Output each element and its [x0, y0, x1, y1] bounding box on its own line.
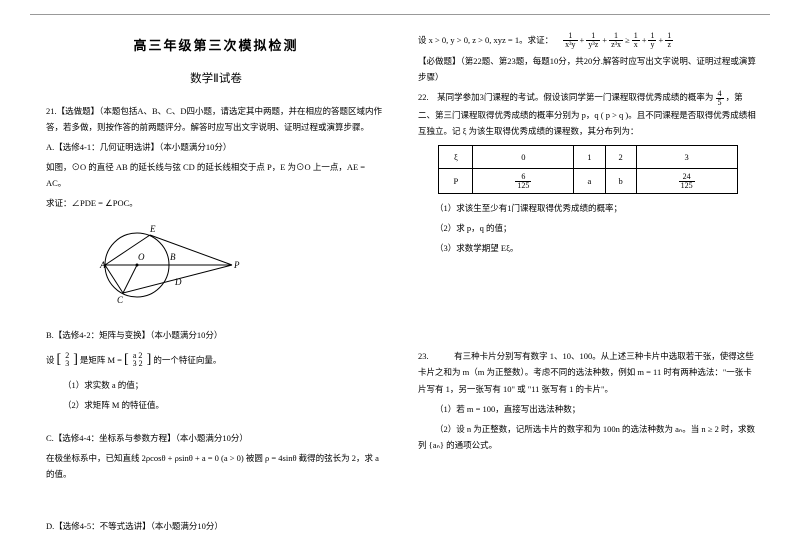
q22-frac: 45 — [716, 90, 724, 107]
td-p3: 24125 — [636, 169, 737, 194]
right-column: 设 x > 0, y > 0, z > 0, xyz = 1。求证： 1x³y … — [408, 18, 770, 542]
q22-sub1: （1）求该生至少有1门课程取得优秀成绩的概率； — [418, 200, 758, 216]
svg-text:P: P — [233, 260, 240, 270]
section-b-body: 设 [23] 是矩阵 M = [a 23 2] 的一个特征向量。 — [46, 347, 386, 374]
q22-body: 22. 某同学参加3门课程的考试。假设该同学第一门课程取得优秀成绩的概率为 45… — [418, 89, 758, 139]
section-d-head: D.【选修4-5：不等式选讲】（本小题满分10分） — [46, 518, 386, 534]
q23-body: 23. 有三种卡片分别写有数字 1、10、100。从上述三种卡片中选取若干张，使… — [418, 348, 758, 396]
th-2: 2 — [605, 146, 636, 169]
q22-sub3: （3）求数学期望 Eξ。 — [418, 240, 758, 256]
sec-b-mid: 是矩阵 M = — [80, 352, 122, 368]
q23-sub1: （1）若 m = 100，直接写出选法种数； — [418, 401, 758, 417]
table-row: ξ 0 1 2 3 — [439, 146, 737, 169]
section-b-q2: （2）求矩阵 M 的特征值。 — [46, 397, 386, 413]
section-a-line1: 如图，⊙O 的直径 AB 的延长线与弦 CD 的延长线相交于点 P，E 为⊙O … — [46, 159, 386, 191]
q23-sub2: （2）设 n 为正整数，记所选卡片的数字和为 100n 的选法种数为 aₙ。当 … — [418, 421, 758, 453]
q22-sub2: （2）求 p，q 的值； — [418, 220, 758, 236]
sec-b-post: 的一个特征向量。 — [153, 352, 221, 368]
sec-b-pre: 设 — [46, 352, 55, 368]
geometry-figure: A B P E C D O — [82, 215, 386, 320]
section-c-head: C.【选修4-4：坐标系与参数方程】（本小题满分10分） — [46, 430, 386, 446]
ineq-pre: 设 x > 0, y > 0, z > 0, xyz = 1。求证： — [418, 32, 553, 48]
th-xi: ξ — [439, 146, 473, 169]
section-a-head: A.【选修4-1：几何证明选讲】（本小题满分10分） — [46, 139, 386, 155]
svg-text:E: E — [149, 224, 156, 234]
distribution-table: ξ 0 1 2 3 P 6125 a b 24125 — [438, 145, 737, 194]
bixu-head: 【必做题】（第22题、第23题，每题10分，共20分.解答时应写出文字说明、证明… — [418, 53, 758, 85]
svg-text:A: A — [99, 260, 106, 270]
td-plabel: P — [439, 169, 473, 194]
section-b-head: B.【选修4-2：矩阵与变换】（本小题满分10分） — [46, 327, 386, 343]
page: 高三年级第三次模拟检测 数学Ⅱ试卷 21.【选做题】（本题包括A、B、C、D四小… — [0, 0, 800, 552]
section-c-body: 在极坐标系中，已知直线 2ρcosθ + ρsinθ + a = 0 (a > … — [46, 450, 386, 482]
td-p1: a — [574, 169, 605, 194]
q22-part1: 22. 某同学参加3门课程的考试。假设该同学第一门课程取得优秀成绩的概率为 — [418, 92, 713, 102]
th-0: 0 — [473, 146, 574, 169]
svg-text:B: B — [170, 252, 176, 262]
svg-text:O: O — [138, 252, 145, 262]
table-row: P 6125 a b 24125 — [439, 169, 737, 194]
q21-intro: 21.【选做题】（本题包括A、B、C、D四小题，请选定其中两题，并在相应的答题区… — [46, 103, 386, 135]
left-column: 高三年级第三次模拟检测 数学Ⅱ试卷 21.【选做题】（本题包括A、B、C、D四小… — [42, 18, 408, 542]
th-1: 1 — [574, 146, 605, 169]
th-3: 3 — [636, 146, 737, 169]
section-a-line2: 求证：∠PDE = ∠POC。 — [46, 195, 386, 211]
svg-text:C: C — [117, 295, 124, 305]
sub-title: 数学Ⅱ试卷 — [46, 69, 386, 91]
section-b-q1: （1）求实数 a 的值； — [46, 377, 386, 393]
top-rule — [30, 14, 770, 15]
svg-text:D: D — [174, 277, 182, 287]
td-p0: 6125 — [473, 169, 574, 194]
inequality-row: 设 x > 0, y > 0, z > 0, xyz = 1。求证： 1x³y … — [418, 32, 758, 49]
td-p2: b — [605, 169, 636, 194]
main-title: 高三年级第三次模拟检测 — [46, 34, 386, 59]
